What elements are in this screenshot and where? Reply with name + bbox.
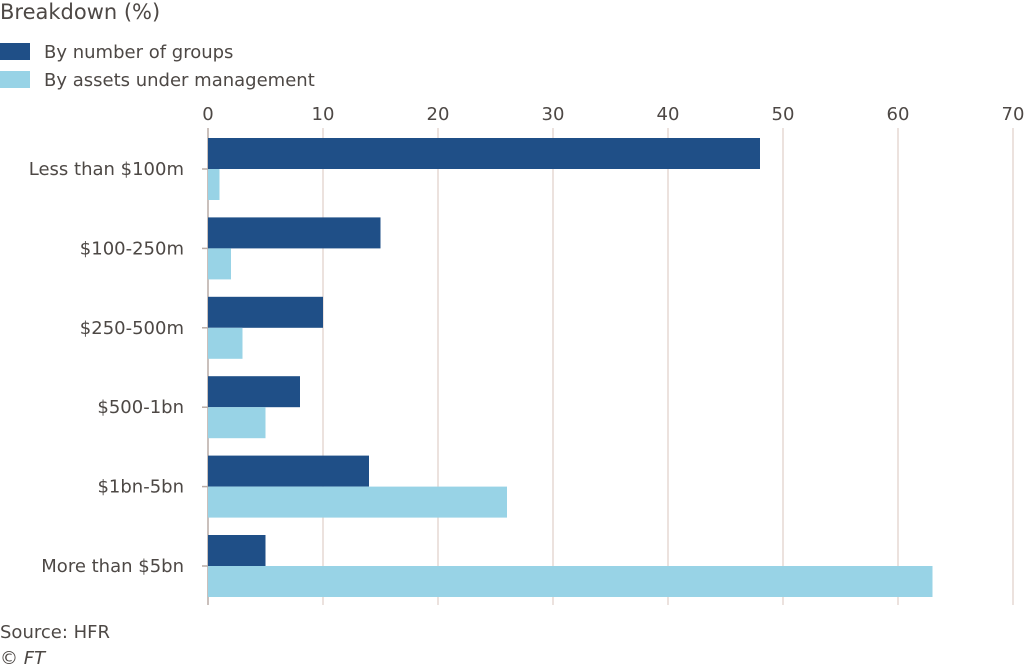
bar-groups-3 <box>208 296 323 328</box>
legend-swatch-2 <box>0 71 30 88</box>
bar-groups-6 <box>208 535 266 566</box>
x-tick-label-10: 10 <box>312 104 335 125</box>
bar-groups-5 <box>208 455 369 487</box>
x-tick-label-60: 60 <box>887 104 910 125</box>
legend-label-2: By assets under management <box>44 70 315 91</box>
gridlines <box>207 128 1014 605</box>
x-tick-label-20: 20 <box>427 104 450 125</box>
bar-groups-1 <box>208 138 760 169</box>
category-label-2: $100-250m <box>80 238 184 259</box>
x-tick-label-70: 70 <box>1002 104 1025 125</box>
x-tick-label-30: 30 <box>542 104 565 125</box>
x-tick-label-0: 0 <box>202 104 213 125</box>
y-axis-category-labels: Less than $100m $100-250m $250-500m $500-1b… <box>29 159 208 577</box>
bar-groups-4 <box>208 376 300 408</box>
bar-aum-5 <box>208 486 507 518</box>
x-tick-label-50: 50 <box>772 104 795 125</box>
bar-aum-4 <box>208 407 266 439</box>
category-label-6: More than $5bn <box>41 556 184 577</box>
bar-aum-1 <box>208 169 220 200</box>
x-tick-label-40: 40 <box>657 104 680 125</box>
category-label-1: Less than $100m <box>29 159 184 180</box>
category-label-4: $500-1bn <box>97 397 184 418</box>
bar-aum-3 <box>208 327 243 359</box>
category-label-3: $250-500m <box>80 318 184 339</box>
bar-aum-2 <box>208 248 231 280</box>
bar-aum-6 <box>208 566 933 597</box>
bars <box>208 138 933 597</box>
legend-label-1: By number of groups <box>44 42 233 63</box>
legend-swatch-1 <box>0 43 30 60</box>
legend: By number of groups By assets under manag… <box>0 42 315 91</box>
bar-groups-2 <box>208 217 381 249</box>
chart-title: Breakdown (%) <box>0 0 160 24</box>
source-note: Source: HFR <box>0 622 110 643</box>
category-label-5: $1bn-5bn <box>97 477 184 498</box>
ft-credit: © FT <box>0 648 47 666</box>
x-axis-tick-labels: 0 10 20 30 40 50 60 70 <box>202 104 1024 125</box>
